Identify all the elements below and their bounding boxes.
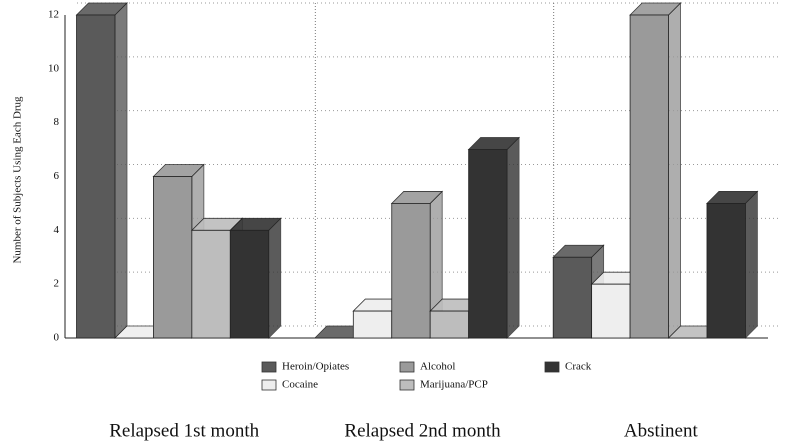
y-tick-label: 2 (54, 278, 60, 290)
y-tick-label: 12 (48, 9, 59, 21)
bar (76, 14, 116, 339)
y-axis-label: Number of Subjects Using Each Drug (12, 96, 24, 264)
legend-label: Heroin/Opiates (282, 361, 349, 373)
bar-side (506, 136, 520, 339)
legend-swatch (261, 361, 277, 373)
legend-label: Marijuana/PCP (420, 379, 488, 391)
y-tick-label: 6 (54, 170, 60, 182)
legend-swatch (399, 379, 415, 391)
bar-side (114, 2, 128, 339)
legend-swatch (544, 361, 560, 373)
legend-swatch (261, 379, 277, 391)
legend-label: Crack (565, 361, 592, 373)
y-tick-label: 4 (54, 224, 60, 236)
legend-label: Alcohol (420, 361, 455, 373)
category-label: Abstinent (624, 420, 699, 441)
bar (629, 14, 669, 339)
category-label: Relapsed 2nd month (344, 420, 501, 441)
legend-label: Cocaine (282, 379, 318, 391)
bar-side (268, 217, 282, 339)
bar (591, 283, 631, 339)
bar (352, 310, 393, 339)
bar (391, 203, 431, 339)
legend-swatch (399, 361, 415, 373)
bar-side (745, 190, 758, 339)
bar (229, 229, 270, 339)
bar-side (668, 2, 681, 339)
bar (429, 310, 470, 339)
category-label: Relapsed 1st month (109, 420, 259, 441)
bar (552, 256, 593, 339)
bar (191, 229, 231, 339)
bar (153, 176, 193, 339)
bar (468, 149, 508, 339)
bar (706, 203, 746, 339)
y-tick-label: 10 (48, 62, 60, 74)
y-tick-label: 0 (54, 332, 60, 344)
y-tick-label: 8 (54, 116, 60, 128)
